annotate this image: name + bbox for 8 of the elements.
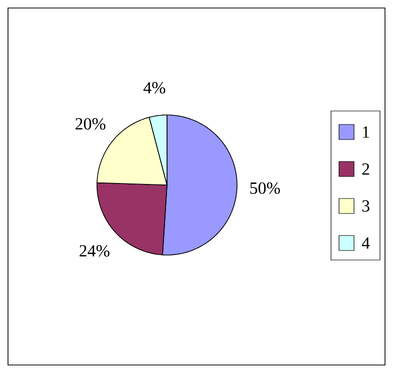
legend-label: 3 bbox=[362, 200, 370, 212]
legend-label: 2 bbox=[362, 163, 370, 175]
data-label: 20% bbox=[76, 118, 106, 130]
legend-label: 1 bbox=[363, 126, 370, 138]
data-label: 24% bbox=[80, 245, 110, 257]
data-label: 50% bbox=[250, 182, 280, 194]
legend-label: 4 bbox=[362, 237, 370, 249]
data-label: 4% bbox=[143, 82, 166, 94]
